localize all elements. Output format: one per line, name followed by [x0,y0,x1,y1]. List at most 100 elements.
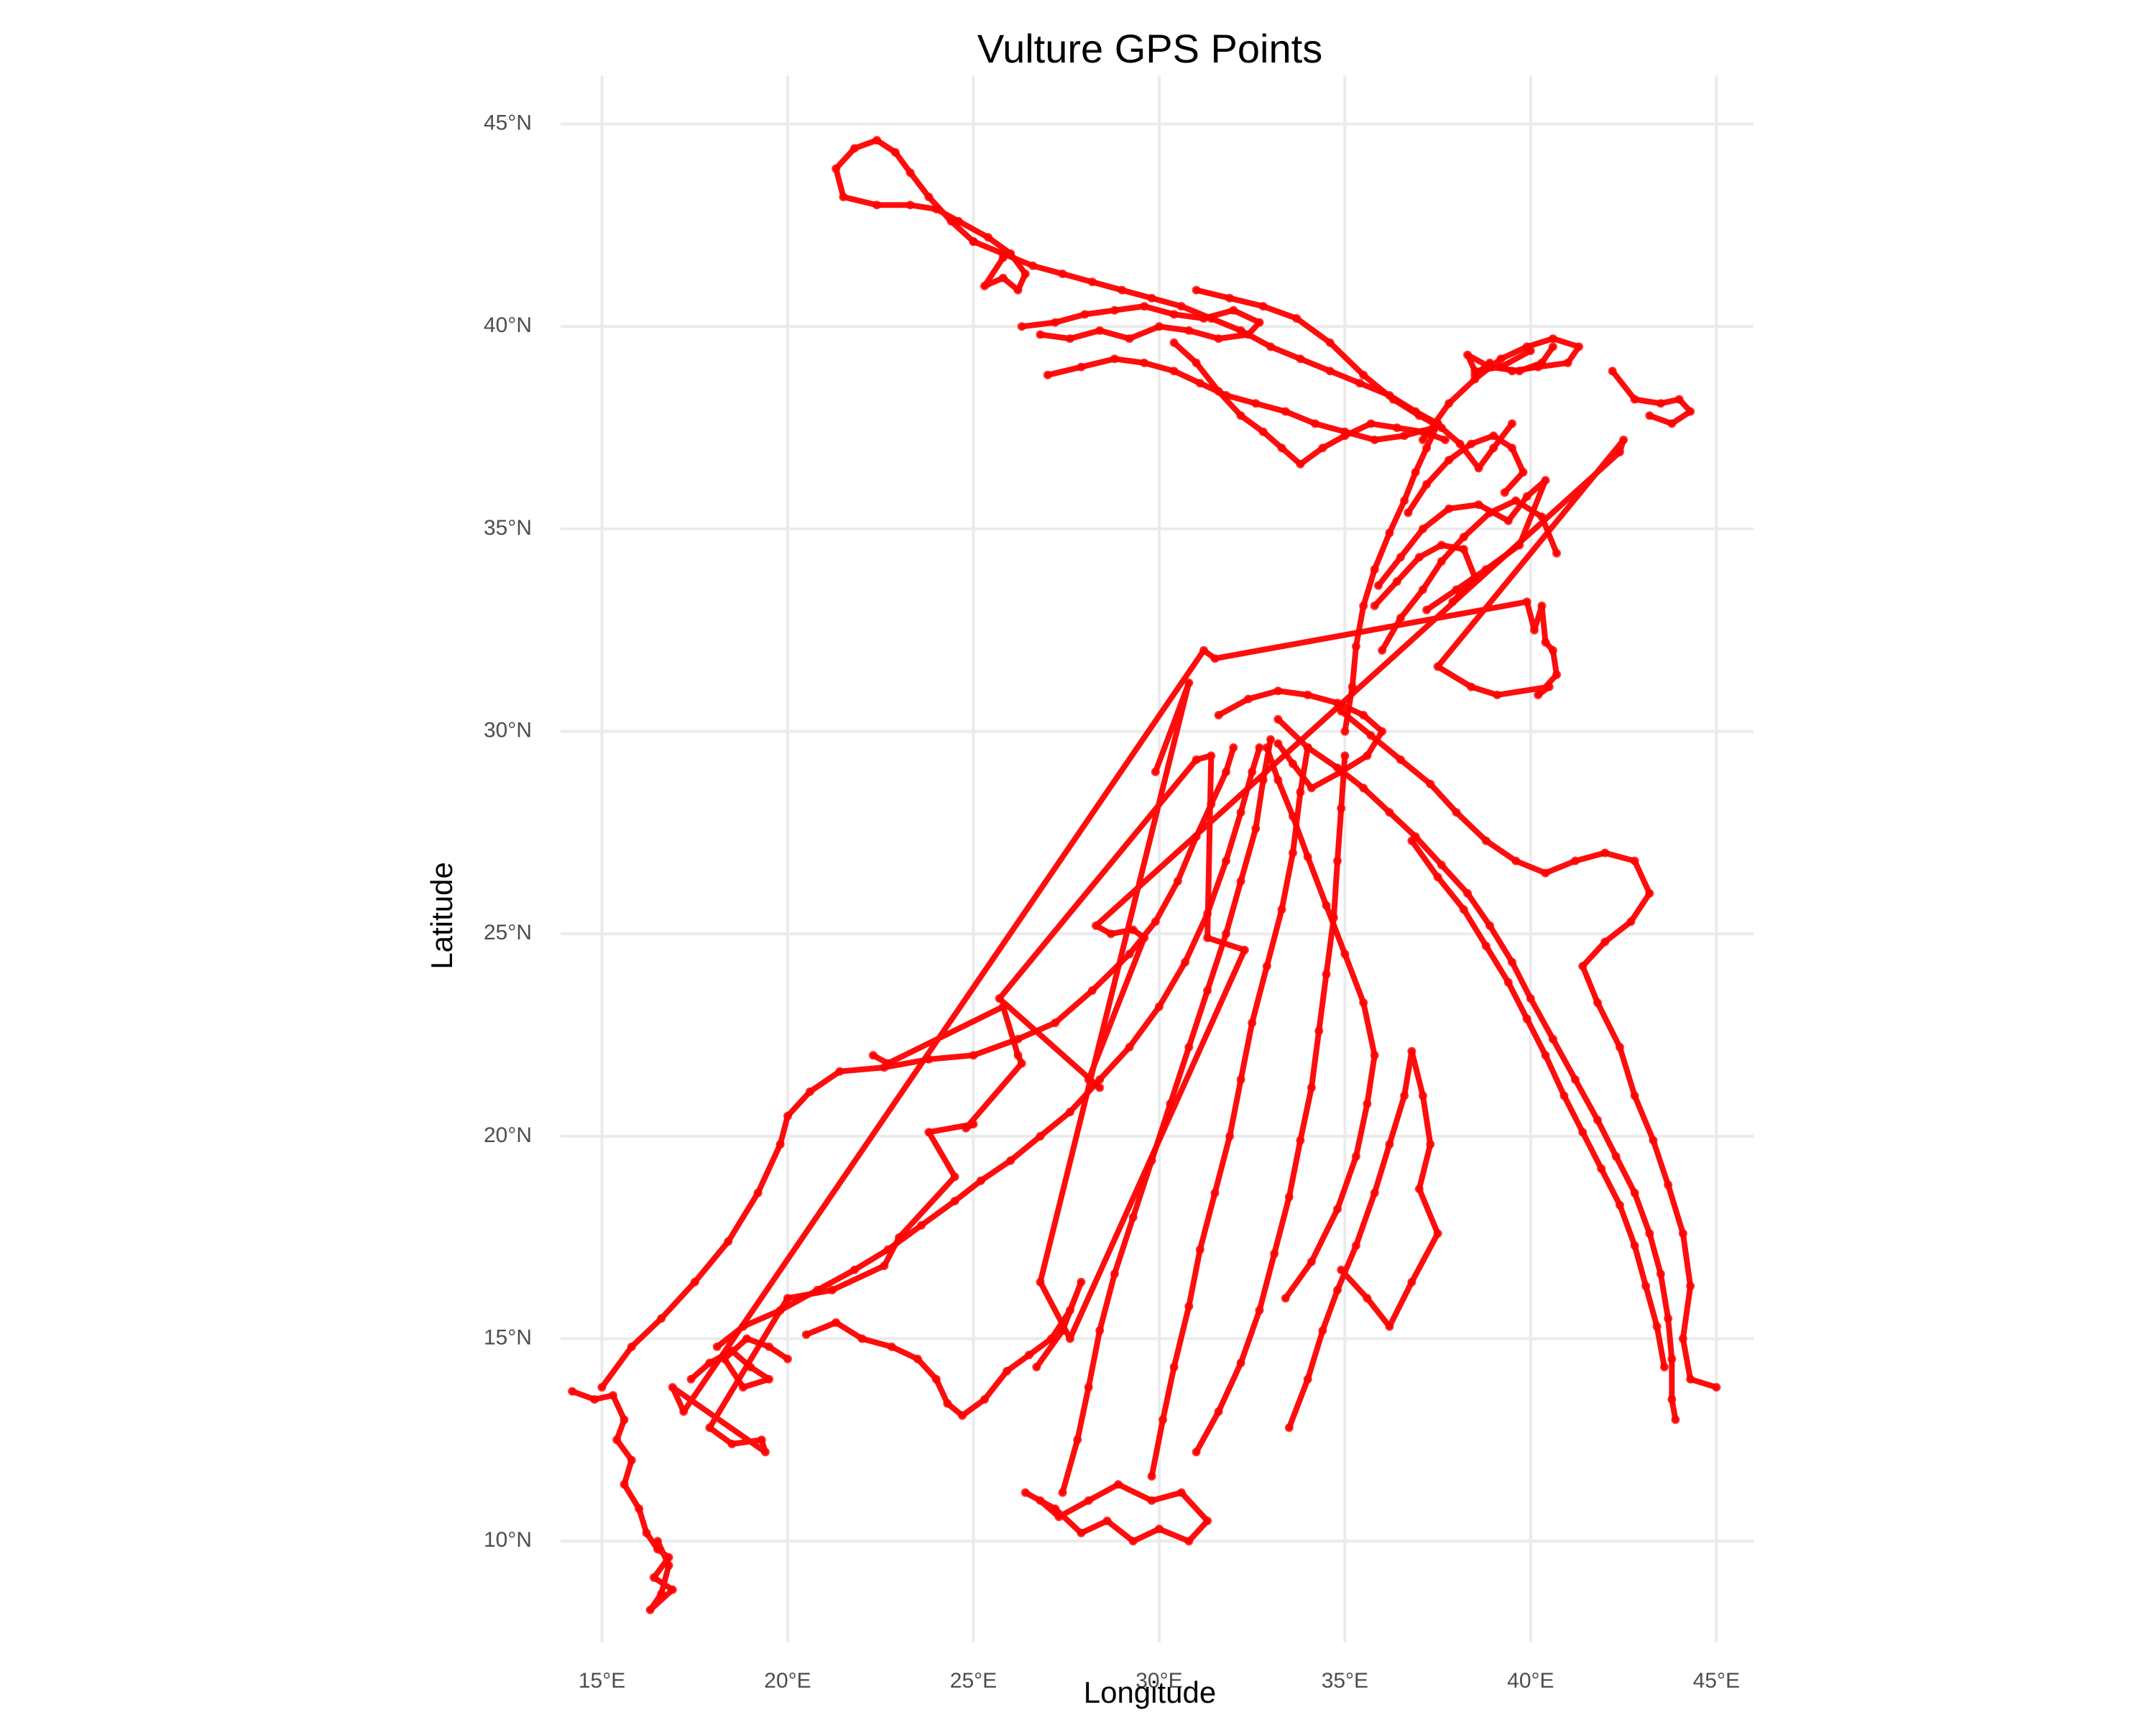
gps-point [635,1504,644,1514]
gps-point [1355,379,1365,388]
gps-point [1467,439,1476,448]
gps-point [1065,1334,1074,1343]
gps-point [590,1395,599,1404]
gps-point [1463,888,1472,898]
gps-point [1154,322,1164,331]
gps-point [958,1411,967,1420]
gps-point [1192,358,1201,367]
gps-point [1095,326,1105,335]
gps-point [1485,921,1494,930]
gps-point [1262,962,1271,971]
gps-point [1433,662,1442,671]
gps-point [1140,358,1149,367]
gps-point [1578,1128,1588,1137]
gps-point [1128,1213,1138,1222]
gps-point [1084,1075,1093,1084]
gps-point [1396,613,1405,622]
gps-point [1563,358,1572,367]
gps-point [1102,1517,1112,1525]
gps-point [1337,804,1346,813]
gps-point [1110,1269,1119,1279]
gps-point [1359,601,1368,610]
gps-point [1036,330,1045,339]
gps-point [1686,1282,1695,1291]
gps-point [765,1374,774,1384]
gps-point [1065,1108,1074,1117]
gps-point [1645,411,1654,420]
gps-point [1047,1334,1056,1343]
gps-point [1169,1363,1179,1371]
gps-point [1214,387,1223,396]
gps-point [1307,783,1316,793]
gps-point [998,253,1008,262]
gps-point [1414,1184,1424,1194]
gps-point [1385,808,1394,817]
gps-point [1073,1435,1082,1445]
gps-point [1325,338,1335,347]
gps-point [1296,459,1305,469]
gps-point [1418,585,1427,594]
gps-point [1176,302,1186,311]
gps-point [1433,1229,1442,1238]
gps-point [1273,686,1283,696]
gps-point [1292,314,1302,323]
gps-point [1203,986,1212,995]
gps-point [1441,436,1450,444]
gps-point [1396,553,1405,562]
gps-point [609,1391,617,1400]
gps-point [1508,419,1516,428]
gps-point [976,1176,985,1185]
gps-point [1284,1192,1294,1202]
gps-point [1496,362,1506,372]
gps-point [1351,1152,1360,1161]
gps-point [1422,479,1432,489]
gps-point [1106,929,1115,939]
gps-point [887,1342,896,1351]
gps-point [1289,811,1297,821]
gps-point [679,1407,688,1416]
gps-point [1630,1241,1639,1250]
gps-point [1400,1091,1409,1100]
gps-point [1236,808,1245,817]
y-tick-label: 10°N [484,1528,532,1552]
gps-point [1674,395,1684,404]
gps-track-8 [1148,745,1311,1479]
gps-point [727,1440,737,1448]
gps-point [1307,1257,1316,1266]
gps-point [1593,998,1602,1007]
gps-point [1176,1488,1186,1497]
gps-point [1028,261,1038,270]
y-tick-label: 45°N [484,111,532,135]
gps-point [1214,334,1223,344]
gps-point [1125,1042,1134,1052]
gps-point [1459,533,1468,542]
gps-point [1258,302,1268,311]
gps-point [1169,367,1179,376]
gps-point [1277,905,1286,914]
gps-point [1400,431,1409,441]
gps-point [1678,1229,1687,1238]
gps-point [1192,285,1201,295]
gps-point [1359,711,1368,719]
gps-point [1445,504,1454,513]
gps-point [1481,942,1491,951]
gps-point [1470,367,1480,376]
gps-track-12 [1275,716,1679,1423]
gps-point [705,1423,714,1432]
gps-point [1125,334,1134,344]
gps-point [1266,735,1275,744]
gps-point [1128,1537,1138,1546]
gps-point [1262,743,1271,753]
gps-point [1373,581,1383,590]
gps-point [619,1480,629,1489]
chart-title: Vulture GPS Points [977,26,1322,71]
gps-track-18 [1405,433,1526,516]
gps-point [1500,488,1509,497]
gps-point [1184,1302,1194,1311]
gps-point [1244,330,1253,339]
gps-point [1087,986,1097,995]
gps-point [1195,1245,1204,1254]
gps-point [783,1354,792,1363]
